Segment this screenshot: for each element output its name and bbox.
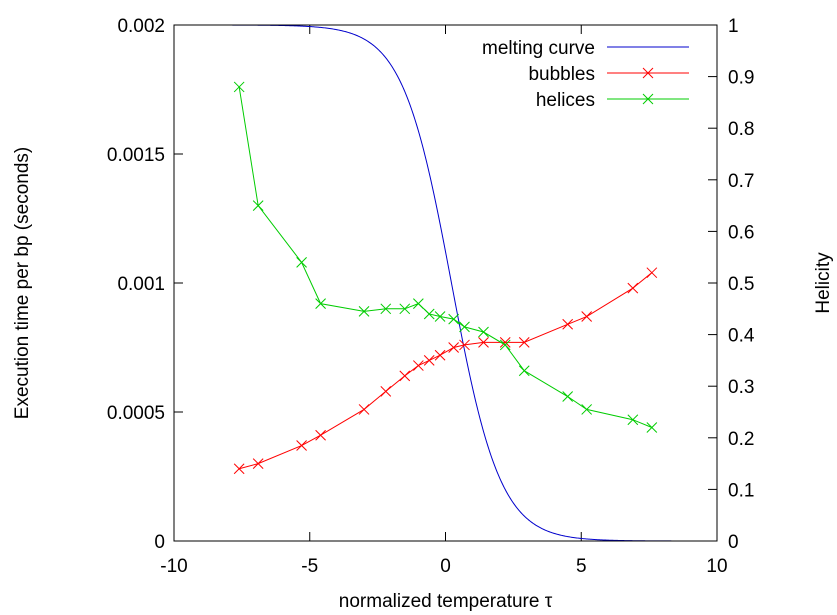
series-helices (233, 81, 658, 433)
legend-label: bubbles (528, 64, 595, 85)
x-tick-label: -10 (160, 556, 187, 577)
y-axis-title: Execution time per bp (seconds) (12, 147, 33, 419)
helices-point (233, 81, 245, 93)
y2-tick-label: 0.1 (728, 480, 754, 501)
helices-point (459, 321, 470, 333)
helices-line (238, 86, 653, 428)
y2-tick-label: 0.2 (728, 429, 754, 450)
y2-tick-label: 0.5 (728, 274, 754, 295)
bubbles-point (518, 336, 530, 348)
legend-entry-bubbles: bubbles (528, 64, 689, 85)
x-tick-label: -5 (301, 556, 318, 577)
helices-point (562, 391, 574, 402)
helices-point (380, 303, 392, 315)
bubbles-point (499, 336, 511, 348)
bubbles-point (296, 440, 307, 451)
y2-tick-label: 1 (728, 16, 739, 37)
y2-tick-label: 0.4 (728, 326, 755, 347)
legend-label: helices (536, 90, 595, 111)
helices-point (423, 308, 435, 320)
tick-labels: -10 -5 0 5 1000.00050.0010.00150.00200.10.20… (107, 16, 755, 577)
legend: melting curve bubbles helices (482, 38, 689, 111)
bubbles-point (252, 458, 264, 469)
helices-point (434, 311, 446, 322)
bubbles-point (399, 370, 411, 382)
y-tick-label: 0.002 (117, 16, 165, 37)
y-tick-label: 0.001 (117, 274, 165, 295)
helices-point (581, 404, 593, 415)
bubbles-point (315, 429, 326, 441)
bubbles-point (448, 342, 459, 353)
series-bubbles (233, 267, 658, 475)
helices-point (627, 414, 639, 426)
legend-label: melting curve (482, 38, 595, 59)
y2-axis-title: Helicity (813, 252, 834, 314)
helices-point (478, 326, 489, 338)
x-tick-label: 0 (440, 556, 451, 577)
helices-point (399, 303, 411, 315)
legend-helices-point (642, 93, 654, 105)
bubbles-point (358, 404, 370, 415)
helices-point (448, 313, 459, 325)
bubbles-point (412, 360, 424, 371)
bubbles-point (434, 349, 446, 361)
bubbles-point (627, 282, 639, 294)
helices-point (358, 306, 370, 317)
bubbles-point (233, 463, 245, 475)
y2-tick-label: 0.7 (728, 171, 754, 192)
series-melting-curve (174, 24, 717, 542)
plot-frame (173, 24, 718, 542)
legend-entry-melting-curve: melting curve (482, 38, 689, 59)
helices-point (252, 200, 264, 211)
helices-point (646, 422, 658, 433)
y2-tick-label: 0.6 (728, 222, 754, 243)
x-axis-title: normalized temperature τ (339, 591, 553, 612)
y2-tick-label: 0.9 (728, 68, 754, 89)
helices-point (499, 339, 511, 351)
bubbles-point (581, 311, 593, 322)
helices-point (296, 257, 307, 268)
y-tick-label: 0 (154, 532, 165, 553)
bubbles-line (239, 272, 653, 470)
melting-curve-line (174, 24, 717, 542)
bubbles-point (423, 355, 435, 366)
legend-bubbles-point (642, 67, 654, 79)
bubbles-point (562, 318, 574, 330)
helices-point (412, 298, 424, 309)
bubbles-point (478, 336, 489, 348)
bubbles-point (646, 267, 658, 279)
y2-tick-label: 0.8 (728, 119, 754, 140)
series-layer (174, 24, 717, 542)
helices-point (315, 298, 326, 309)
tick-marks (173, 24, 718, 542)
y2-tick-label: 0.3 (728, 377, 754, 398)
y-tick-label: 0.0015 (107, 145, 165, 166)
y2-tick-label: 0 (728, 532, 739, 553)
x-tick-label: 5 (576, 556, 587, 577)
y-tick-label: 0.0005 (107, 403, 165, 424)
legend-entry-helices: helices (536, 90, 689, 111)
helices-point (518, 365, 530, 377)
bubbles-point (459, 339, 470, 351)
bubbles-point (380, 386, 392, 397)
x-tick-label: 10 (706, 556, 727, 577)
